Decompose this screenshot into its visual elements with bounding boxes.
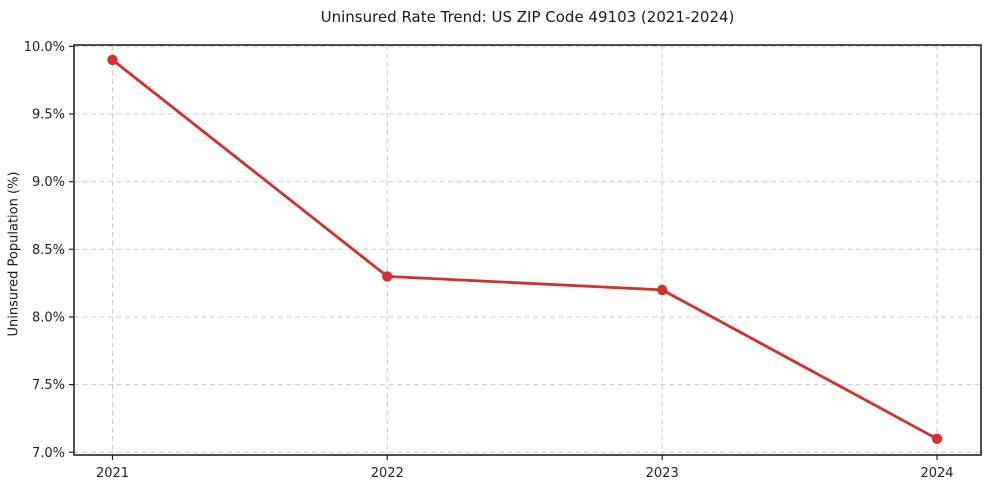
y-tick-label: 8.5% [32, 243, 65, 258]
data-point [382, 271, 393, 282]
axes-box [73, 44, 982, 456]
y-tick-label: 10.0% [24, 40, 65, 55]
y-tick-label: 7.0% [32, 446, 65, 461]
y-tick-label: 9.5% [32, 108, 65, 123]
chart-title: Uninsured Rate Trend: US ZIP Code 49103 … [320, 8, 735, 26]
series-line [111, 58, 939, 441]
x-tick-label: 2024 [920, 466, 953, 481]
x-tick-label: 2023 [646, 466, 679, 481]
x-tick-label: 2022 [371, 466, 404, 481]
y-tick-label: 9.0% [32, 175, 65, 190]
x-tick-label: 2021 [96, 466, 129, 481]
y-tick-label: 7.5% [32, 378, 65, 393]
data-point [107, 54, 118, 66]
data-point [657, 284, 668, 296]
data-point [931, 433, 943, 444]
y-tick-label: 8.0% [32, 311, 65, 326]
